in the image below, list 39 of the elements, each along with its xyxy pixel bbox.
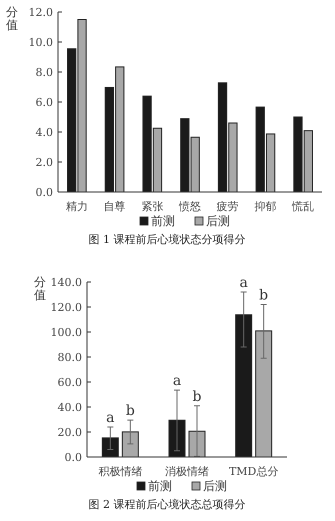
- annotation: b: [126, 403, 135, 420]
- x-tick-label: 慌乱: [291, 200, 314, 213]
- y-tick-label: 140.0: [50, 276, 82, 289]
- y-tick-label: 80.0: [58, 351, 82, 364]
- x-tick-label: 精力: [66, 200, 88, 213]
- y-tick-label: 10.0: [28, 36, 53, 49]
- legend-label: 前测: [148, 479, 172, 493]
- y-tick-label: 4.0: [36, 126, 53, 139]
- text: 图 2 课程前后心境状态总项得分: [88, 498, 246, 511]
- x-tick-label: 消极情绪: [165, 465, 209, 478]
- x-tick-label: TMD总分: [228, 465, 278, 478]
- y-axis-title: 分值: [6, 5, 18, 32]
- y-tick-label: 2.0: [36, 156, 53, 169]
- y-tick-label: 0.0: [36, 186, 53, 199]
- legend-label: 后测: [203, 479, 227, 493]
- x-tick-label: 积极情绪: [98, 465, 142, 478]
- y-tick-label: 60.0: [58, 376, 82, 389]
- x-tick-label: 紧张: [141, 200, 164, 213]
- x-tick-label: 疲劳: [216, 200, 239, 213]
- y-tick-label: 8.0: [36, 66, 53, 79]
- legend-label: 前测: [151, 214, 175, 228]
- y-tick-label: 0.0: [64, 451, 82, 464]
- y-tick-label: 100.0: [50, 326, 82, 339]
- text: 图 1 课程前后心境状态分项得分: [88, 233, 246, 246]
- x-tick-label: 抑郁: [254, 200, 276, 213]
- annotation: a: [239, 275, 248, 291]
- y-tick-label: 12.0: [28, 6, 53, 19]
- x-tick-label: 愤怒: [178, 200, 201, 213]
- y-tick-label: 40.0: [58, 401, 82, 414]
- annotation: b: [192, 388, 202, 405]
- y-axis-title: 分值: [34, 275, 46, 302]
- y-tick-label: 20.0: [58, 426, 82, 439]
- annotation: a: [106, 410, 115, 426]
- annotation: b: [259, 288, 268, 304]
- y-tick-label: 6.0: [36, 96, 53, 109]
- x-tick-label: 自尊: [104, 200, 126, 213]
- y-tick-label: 120.0: [50, 301, 82, 314]
- legend-label: 后测: [206, 214, 230, 228]
- annotation: a: [172, 373, 182, 390]
